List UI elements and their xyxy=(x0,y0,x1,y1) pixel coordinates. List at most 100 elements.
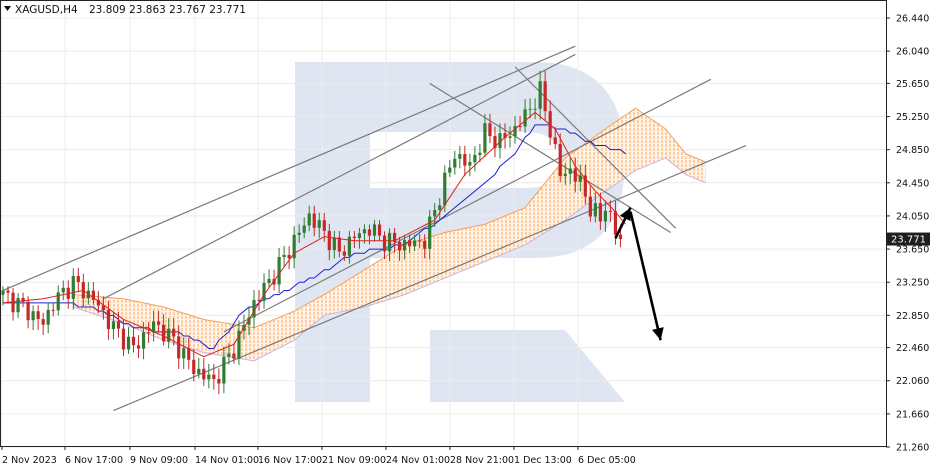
candle-body xyxy=(453,158,457,168)
y-tick-label: 26.440 xyxy=(896,14,929,25)
candle-body xyxy=(267,279,271,284)
candle-body xyxy=(608,210,613,212)
candle-body xyxy=(418,240,422,242)
candle-body xyxy=(76,275,80,283)
candle-body xyxy=(131,336,136,346)
candle-body xyxy=(16,298,20,313)
candle-body xyxy=(11,292,15,313)
candle-body xyxy=(297,232,301,235)
candle-body xyxy=(91,290,95,300)
candle-body xyxy=(598,203,602,222)
forecast-arrow-shaft xyxy=(629,211,662,341)
candle-body xyxy=(433,209,437,217)
x-tick-label: 14 Nov 01:00 xyxy=(195,455,259,466)
y-tick-label: 21.260 xyxy=(896,443,929,454)
y-tick-label: 26.040 xyxy=(896,47,929,58)
chart-header: XAGUSD,H4 23.809 23.863 23.767 23.771 xyxy=(4,4,246,16)
channel-line xyxy=(2,45,576,292)
candle-body xyxy=(317,220,321,228)
candle-body xyxy=(523,109,527,127)
candle-body xyxy=(367,229,372,236)
y-tick-label: 22.460 xyxy=(896,343,929,354)
candle-body xyxy=(382,235,387,252)
candle-body xyxy=(31,311,35,321)
candle-body xyxy=(262,283,266,301)
candle-body xyxy=(202,368,206,380)
candle-body xyxy=(222,356,226,384)
candle-body xyxy=(443,172,447,206)
candle-body xyxy=(438,205,442,210)
candle-body xyxy=(71,275,75,299)
y-tick-label: 24.450 xyxy=(896,178,929,189)
candle-body xyxy=(372,224,377,236)
candle-body xyxy=(533,108,537,110)
y-tick-label: 23.650 xyxy=(896,245,929,256)
candle-body xyxy=(387,232,392,252)
current-price-tag: 23.771 xyxy=(887,232,930,246)
ohlc-values: 23.809 23.863 23.767 23.771 xyxy=(89,4,246,16)
candle-body xyxy=(413,240,417,247)
x-tick-label: 9 Nov 09:00 xyxy=(130,455,188,466)
channel-line xyxy=(514,66,677,229)
candle-body xyxy=(392,232,397,242)
candle-body xyxy=(51,309,55,311)
candle-body xyxy=(41,319,45,325)
candle-body xyxy=(488,123,492,137)
candle-body xyxy=(568,168,572,174)
candles xyxy=(1,70,623,395)
x-tick-label: 24 Nov 01:00 xyxy=(386,455,450,466)
candle-body xyxy=(177,336,181,359)
candle-body xyxy=(573,168,577,182)
candle-body xyxy=(26,301,30,321)
candle-body xyxy=(187,348,191,360)
candle-body xyxy=(237,330,241,359)
candle-body xyxy=(478,152,482,155)
plot-frame xyxy=(0,0,887,447)
candle-body xyxy=(1,290,5,295)
candle-body xyxy=(428,216,432,249)
y-tick-label: 21.660 xyxy=(896,409,929,420)
y-tick-label: 25.250 xyxy=(896,112,929,123)
candle-body xyxy=(207,374,211,380)
candle-body xyxy=(593,203,597,217)
candle-body xyxy=(337,237,341,252)
candle-body xyxy=(106,310,111,330)
candle-body xyxy=(272,279,276,285)
candle-body xyxy=(327,230,331,251)
candle-body xyxy=(357,233,362,239)
candle-body xyxy=(513,126,517,137)
candle-body xyxy=(583,175,587,197)
candle-body xyxy=(603,210,607,222)
candle-body xyxy=(468,162,472,166)
arrow-head-icon xyxy=(652,327,664,341)
candle-body xyxy=(282,254,286,258)
candle-body xyxy=(36,311,40,320)
price-axis: 26.440 26.040 25.650 25.250 24.850 24.450 24.0… xyxy=(886,14,929,454)
candle-body xyxy=(277,257,281,285)
candle-body xyxy=(217,378,221,384)
candle-body xyxy=(377,224,382,236)
candle-body xyxy=(192,359,196,374)
candle-body xyxy=(126,336,131,350)
candle-body xyxy=(362,229,367,234)
candle-body xyxy=(121,328,126,350)
candle-body xyxy=(423,240,427,249)
x-tick-label: 1 Dec 13:00 xyxy=(514,455,572,466)
candle-body xyxy=(172,328,176,337)
candle-body xyxy=(493,136,497,149)
candle-body xyxy=(136,345,141,349)
channel-line xyxy=(103,53,576,300)
candle-body xyxy=(312,213,316,228)
candle-body xyxy=(212,374,216,379)
x-tick-label: 21 Nov 09:00 xyxy=(322,455,386,466)
candle-body xyxy=(101,305,105,311)
x-tick-label: 28 Nov 21:00 xyxy=(450,455,514,466)
candle-body xyxy=(408,240,412,247)
candle-body xyxy=(302,225,306,233)
kijun-line xyxy=(3,124,626,349)
candle-body xyxy=(332,237,336,251)
candle-body xyxy=(61,287,65,293)
candle-body xyxy=(247,317,251,325)
